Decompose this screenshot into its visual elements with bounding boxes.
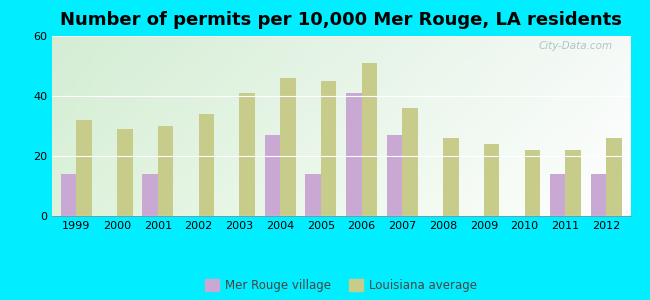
Bar — [387, 135, 402, 216]
Bar — [77, 120, 92, 216]
Bar — [591, 174, 606, 216]
Bar — [361, 63, 377, 216]
Bar — [525, 150, 540, 216]
Bar — [566, 150, 581, 216]
Bar — [199, 114, 214, 216]
Bar — [346, 93, 361, 216]
Bar — [306, 174, 321, 216]
Bar — [265, 135, 280, 216]
Bar — [606, 138, 621, 216]
Bar — [443, 138, 459, 216]
Bar — [321, 81, 336, 216]
Bar — [550, 174, 566, 216]
Bar — [117, 129, 133, 216]
Bar — [61, 174, 77, 216]
Bar — [402, 108, 418, 216]
Bar — [280, 78, 296, 216]
Bar — [484, 144, 499, 216]
Bar — [158, 126, 174, 216]
Text: City-Data.com: City-Data.com — [539, 41, 613, 51]
Legend: Mer Rouge village, Louisiana average: Mer Rouge village, Louisiana average — [201, 274, 482, 296]
Bar — [239, 93, 255, 216]
Bar — [142, 174, 158, 216]
Title: Number of permits per 10,000 Mer Rouge, LA residents: Number of permits per 10,000 Mer Rouge, … — [60, 11, 622, 29]
